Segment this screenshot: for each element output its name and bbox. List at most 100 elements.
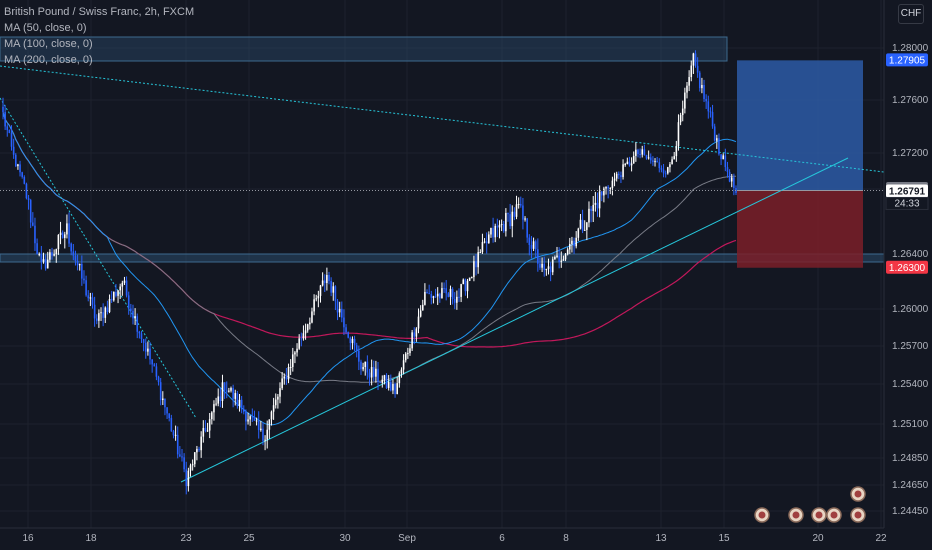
candle-body xyxy=(98,313,100,321)
candle-body xyxy=(366,361,369,373)
candle-body xyxy=(515,204,518,217)
candle-body xyxy=(590,208,592,211)
candle-body xyxy=(113,291,115,301)
time-tick-label: 22 xyxy=(875,533,887,544)
candle-body xyxy=(217,396,220,404)
candle-body xyxy=(679,115,682,123)
candle-body xyxy=(132,310,134,319)
candle-body xyxy=(55,249,58,255)
candle-body xyxy=(392,383,394,391)
candle-body xyxy=(583,229,586,231)
candle-body xyxy=(379,381,381,384)
candle-body xyxy=(579,219,582,229)
candle-body xyxy=(21,172,23,177)
candle-body xyxy=(430,293,433,298)
candle-body xyxy=(257,420,260,431)
candle-body xyxy=(439,293,441,299)
candle-body xyxy=(14,154,17,167)
candle-body xyxy=(554,257,556,260)
candle-body xyxy=(262,428,264,441)
candle-body xyxy=(632,155,635,164)
candle-body xyxy=(140,333,143,340)
candle-body xyxy=(571,240,573,244)
candle-body xyxy=(168,413,171,419)
candle-body xyxy=(10,132,13,147)
candle-body xyxy=(291,354,294,367)
candle-body xyxy=(102,312,104,318)
candle-body xyxy=(505,213,507,232)
candle-body xyxy=(119,286,121,291)
candle-body xyxy=(198,448,200,451)
candle-body xyxy=(228,390,230,392)
candle-body xyxy=(681,108,684,116)
candle-body xyxy=(564,254,567,260)
candle-body xyxy=(285,376,288,380)
candle-body xyxy=(407,353,409,355)
candle-body xyxy=(74,255,77,261)
candle-body xyxy=(466,280,469,292)
candle-body xyxy=(588,208,590,223)
candle-body xyxy=(647,157,650,159)
candle-body xyxy=(249,416,251,420)
candle-body xyxy=(68,223,70,244)
candle-body xyxy=(677,122,680,147)
candle-body xyxy=(121,282,124,287)
symbol-title[interactable]: British Pound / Swiss Franc, 2h, FXCM xyxy=(4,6,195,18)
candle-body xyxy=(283,376,286,379)
candle-body xyxy=(108,298,111,312)
candle-body xyxy=(162,398,164,401)
candle-body xyxy=(718,138,720,155)
candle-body xyxy=(530,244,533,249)
candle-body xyxy=(51,252,53,256)
candle-body xyxy=(483,241,486,243)
candle-body xyxy=(669,164,671,168)
currency-button[interactable]: CHF xyxy=(898,4,924,24)
ma100-legend[interactable]: MA (100, close, 0) xyxy=(4,38,93,50)
candle-body xyxy=(309,322,311,325)
candle-body xyxy=(522,205,524,220)
price-tick-label: 1.24650 xyxy=(892,480,929,491)
candle-body xyxy=(59,232,62,236)
price-tick-label: 1.25100 xyxy=(892,419,929,430)
candle-body xyxy=(12,146,15,155)
candle-body xyxy=(519,204,522,206)
candle-body xyxy=(464,279,467,292)
candle-body xyxy=(240,399,243,410)
candle-body xyxy=(345,327,347,333)
flag-icon-center xyxy=(792,511,800,519)
candle-body xyxy=(347,332,349,338)
candle-body xyxy=(558,255,560,262)
candle-body xyxy=(89,297,92,299)
price-tick-label: 1.26000 xyxy=(892,304,929,315)
candle-body xyxy=(692,53,695,66)
flag-icon-center xyxy=(854,490,862,498)
candle-body xyxy=(72,251,75,256)
candle-body xyxy=(38,253,41,255)
candle-body xyxy=(236,393,239,407)
candle-body xyxy=(219,396,222,401)
time-tick-label: 6 xyxy=(499,533,505,544)
steep-trendline xyxy=(0,97,197,419)
candle-body xyxy=(671,159,673,165)
candle-body xyxy=(462,279,465,285)
candle-body xyxy=(155,366,158,377)
candle-body xyxy=(434,296,437,298)
price-badge-label: 1.27905 xyxy=(889,55,926,66)
ma200-legend[interactable]: MA (200, close, 0) xyxy=(4,54,93,66)
candle-body xyxy=(29,200,32,223)
candle-body xyxy=(106,307,109,312)
candle-body xyxy=(185,469,188,487)
candle-body xyxy=(27,198,30,201)
candle-body xyxy=(49,252,51,260)
ma50-legend[interactable]: MA (50, close, 0) xyxy=(4,22,87,34)
candle-body xyxy=(266,429,269,440)
candle-body xyxy=(42,259,45,262)
candle-body xyxy=(596,202,599,209)
candle-body xyxy=(304,330,307,334)
candle-body xyxy=(537,249,539,264)
candle-body xyxy=(613,178,616,181)
candle-body xyxy=(76,260,79,266)
candle-body xyxy=(87,295,90,299)
